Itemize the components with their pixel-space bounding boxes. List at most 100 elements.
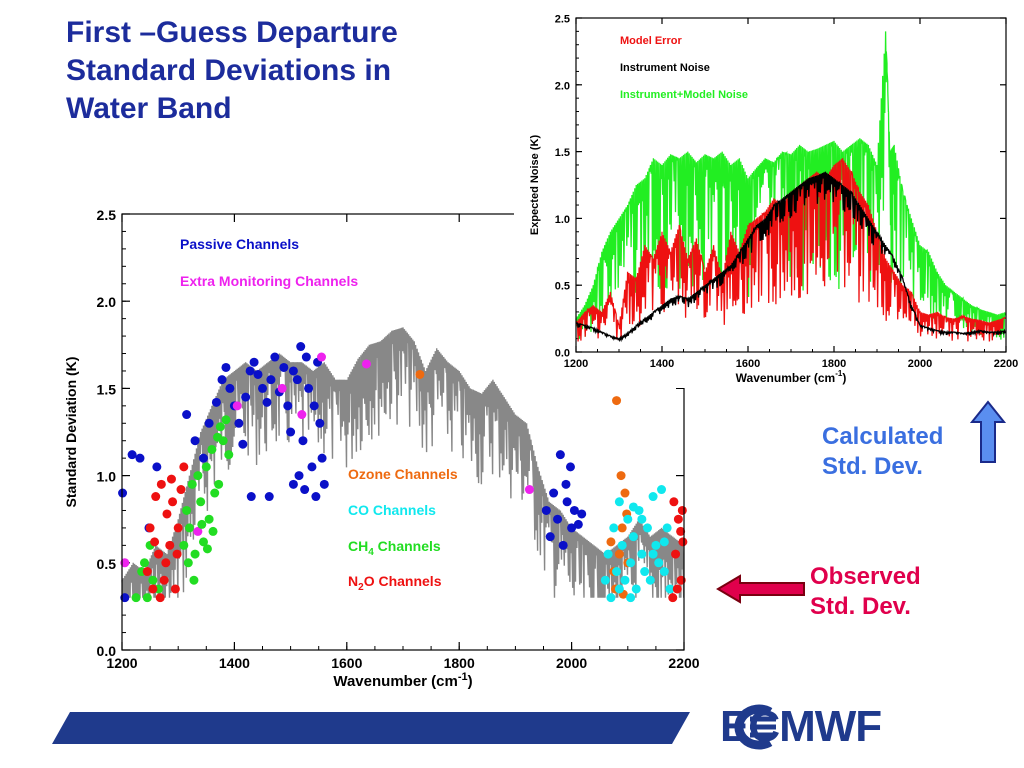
main-ytick-label: 1.5	[97, 381, 117, 397]
data-point	[165, 540, 175, 550]
data-point	[315, 418, 325, 428]
data-point	[567, 523, 577, 533]
observed-annotation: Observed Std. Dev.	[810, 562, 921, 622]
series-co-channels	[600, 485, 675, 603]
data-point	[127, 450, 137, 460]
data-point	[210, 488, 220, 498]
data-point	[152, 462, 162, 472]
inset-legend-entry: Model Error	[620, 35, 682, 47]
data-point	[612, 396, 622, 406]
data-point	[148, 584, 158, 594]
data-point	[241, 392, 251, 402]
data-point	[170, 584, 180, 594]
data-point	[224, 450, 234, 460]
data-point	[669, 497, 679, 507]
ecmwf-logo: ECMWF	[720, 704, 882, 750]
data-point	[562, 497, 572, 507]
data-point	[246, 492, 256, 502]
data-point	[637, 549, 647, 559]
data-point	[307, 462, 317, 472]
data-point	[249, 357, 259, 367]
data-point	[150, 537, 160, 547]
main-xlabel-sup: -1	[458, 671, 468, 683]
data-point	[221, 415, 231, 425]
legend-text: CO Channels	[348, 502, 436, 518]
legend-subscript: 4	[368, 547, 374, 558]
data-point	[317, 453, 327, 463]
data-point	[541, 505, 551, 515]
data-point	[637, 514, 647, 524]
legend-text-after: Channels	[374, 538, 441, 554]
data-point	[288, 366, 298, 376]
inset-xtick-label: 1400	[650, 358, 674, 370]
data-point	[558, 540, 568, 550]
inset-xtick-label: 2000	[908, 358, 932, 370]
data-point	[142, 593, 152, 603]
data-point	[648, 492, 658, 502]
series-passive-channels	[118, 342, 587, 603]
data-point	[190, 549, 200, 559]
data-point	[300, 485, 310, 495]
data-point	[139, 558, 149, 568]
legend-subscript: 2	[358, 582, 364, 593]
inset-xtick-label: 1600	[736, 358, 760, 370]
data-point	[266, 375, 276, 385]
data-point	[296, 342, 306, 352]
data-point	[168, 497, 178, 507]
data-point	[262, 397, 272, 407]
data-point	[215, 422, 225, 432]
data-point	[189, 575, 199, 585]
data-point	[297, 410, 307, 420]
data-point	[288, 479, 298, 489]
data-point	[628, 532, 638, 542]
data-point	[311, 492, 321, 502]
legend-entry: Extra Monitoring Channels	[180, 273, 358, 289]
data-point	[207, 444, 217, 454]
title-line-2: Standard Deviations in	[66, 54, 392, 87]
main-ylabel: Standard Deviation (K)	[63, 357, 79, 508]
data-point	[565, 462, 575, 472]
data-point	[183, 558, 193, 568]
data-point	[214, 479, 224, 489]
data-point	[270, 352, 280, 362]
main-plot-frame	[121, 213, 685, 651]
data-point	[193, 471, 203, 481]
data-point	[616, 471, 626, 481]
data-point	[232, 401, 242, 411]
observed-line-1: Observed	[810, 563, 921, 590]
data-point	[603, 549, 613, 559]
inset-legend-entry: Instrument Noise	[620, 62, 710, 74]
data-point	[197, 519, 207, 529]
data-point	[172, 549, 182, 559]
data-point	[131, 593, 141, 603]
data-point	[196, 497, 206, 507]
data-point	[148, 575, 158, 585]
data-point	[657, 485, 667, 495]
main-xtick-label: 2000	[556, 655, 587, 671]
main-ytick-label: 0.0	[97, 643, 117, 659]
data-point	[626, 593, 636, 603]
data-point	[319, 479, 329, 489]
data-point	[156, 479, 166, 489]
data-point	[202, 544, 212, 554]
calculated-line-2: Std. Dev.	[822, 453, 923, 480]
legend-text-after: O Channels	[364, 573, 442, 589]
inset-xtick-label: 2200	[994, 358, 1018, 370]
main-plot-group: 1200 1400 1600 1800 2000 2200 0.0 0.5 1.0 1.5 2.0 2…	[63, 207, 700, 690]
data-point	[620, 575, 630, 585]
data-point	[159, 575, 169, 585]
data-point	[614, 549, 624, 559]
data-point	[561, 479, 571, 489]
data-point	[166, 474, 176, 484]
data-point	[162, 509, 172, 519]
data-point	[524, 485, 534, 495]
legend-text: N	[348, 573, 358, 589]
data-point	[606, 537, 616, 547]
data-point	[569, 505, 579, 515]
data-point	[161, 558, 171, 568]
data-point	[258, 383, 267, 393]
data-point	[298, 436, 308, 446]
inset-series-model-error	[575, 158, 1006, 342]
